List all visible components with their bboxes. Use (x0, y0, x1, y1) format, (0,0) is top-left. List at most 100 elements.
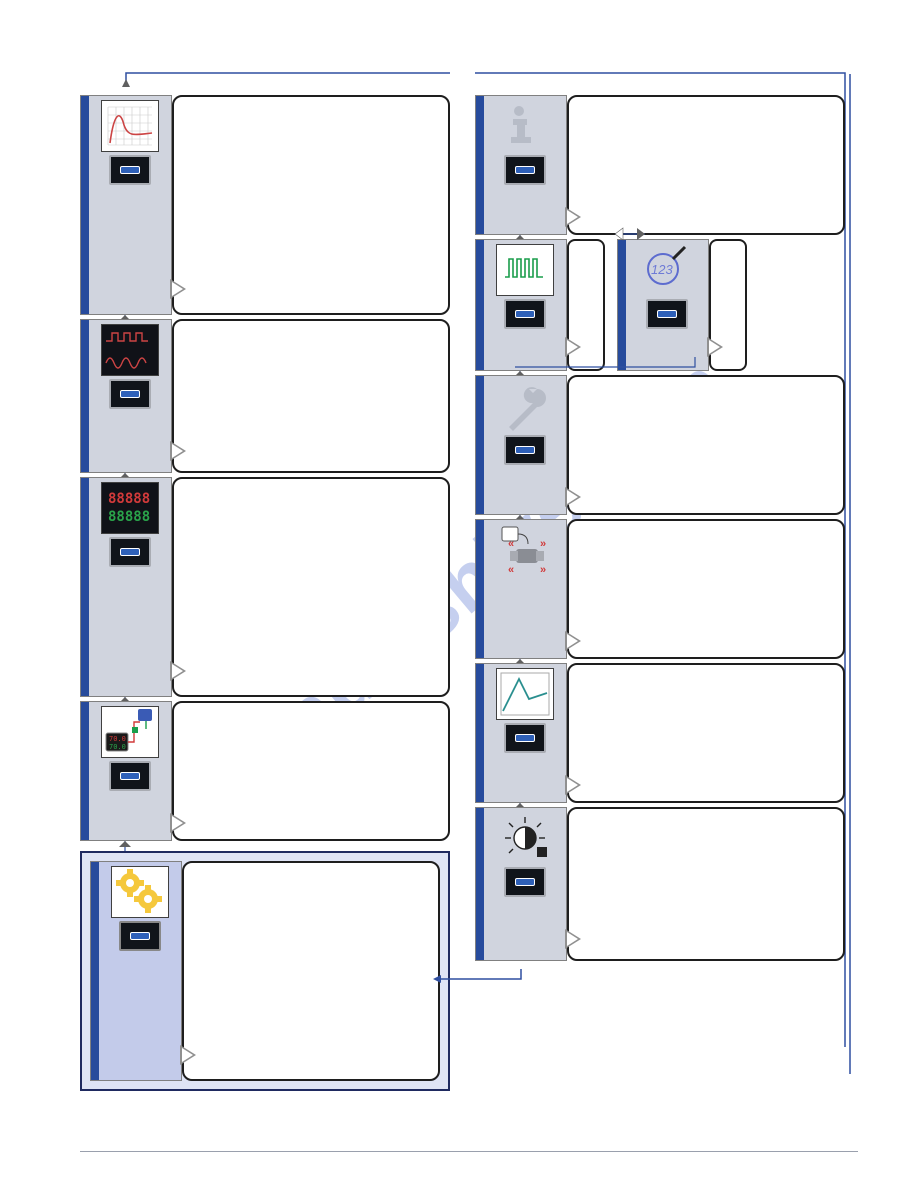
card-bluebar (476, 520, 484, 658)
enter-icon (180, 1045, 196, 1065)
card-bluebar (81, 702, 89, 840)
details-box (172, 95, 450, 315)
details-box (567, 807, 845, 961)
enter-icon (565, 487, 581, 507)
menu-card[interactable] (90, 861, 182, 1081)
device-thumbnail (504, 155, 546, 185)
menu-row-contrast (475, 807, 845, 961)
enter-icon (170, 279, 186, 299)
menu-card[interactable] (475, 239, 567, 371)
svg-text:»: » (540, 538, 546, 550)
menu-row-trend (475, 663, 845, 803)
svg-text:123: 123 (651, 262, 673, 277)
details-box (182, 861, 440, 1081)
device-thumbnail (646, 299, 688, 329)
menu-row-autotune (80, 95, 450, 315)
menu-row-control: 70.0 70.0 (80, 701, 450, 841)
display-icon: 88888 88888 (101, 482, 159, 534)
menu-row-config (90, 861, 440, 1081)
device-thumbnail (119, 921, 161, 951)
svg-text:»: » (540, 564, 546, 576)
enter-icon (565, 929, 581, 949)
menu-card[interactable] (475, 375, 567, 515)
card-bluebar (618, 240, 626, 370)
card-bluebar (476, 240, 484, 370)
device-thumbnail (109, 761, 151, 791)
footer-rule (80, 1151, 858, 1152)
menu-card-secondary[interactable]: 123 (617, 239, 709, 371)
menu-card[interactable] (475, 95, 567, 235)
device-thumbnail (109, 379, 151, 409)
route-line (475, 67, 845, 87)
details-box (172, 319, 450, 473)
device-thumbnail (504, 723, 546, 753)
control-icon: 70.0 70.0 (101, 706, 159, 758)
menu-card[interactable] (80, 95, 172, 315)
svg-text:70.0: 70.0 (109, 743, 126, 751)
menu-card[interactable] (475, 663, 567, 803)
card-bluebar (476, 376, 484, 514)
menu-card[interactable] (475, 807, 567, 961)
svg-text:«: « (508, 564, 514, 576)
card-bluebar (476, 96, 484, 234)
enter-icon (170, 813, 186, 833)
svg-text:88888: 88888 (108, 509, 150, 525)
small-details-box (709, 239, 747, 371)
autotune-icon (101, 100, 159, 152)
pulse-icon (496, 244, 554, 296)
enter-icon (707, 337, 723, 357)
svg-text:88888: 88888 (108, 491, 150, 507)
enter-icon (565, 207, 581, 227)
card-bluebar (91, 862, 99, 1080)
details-box (172, 701, 450, 841)
enter-icon (565, 631, 581, 651)
card-bluebar (81, 478, 89, 696)
small-details-box (567, 239, 605, 371)
menu-card[interactable]: 88888 88888 (80, 477, 172, 697)
manual-page: manualshive.com (0, 0, 918, 1188)
highlighted-menu (80, 851, 450, 1091)
device-thumbnail (504, 299, 546, 329)
route-line (80, 67, 450, 87)
device-thumbnail (109, 537, 151, 567)
details-box (567, 519, 845, 659)
menu-row-tools (475, 375, 845, 515)
spacer (605, 239, 617, 371)
menu-row-password: 123 (475, 239, 845, 371)
device-thumbnail (504, 867, 546, 897)
enter-icon (170, 441, 186, 461)
config-icon (111, 866, 169, 918)
route-line (80, 1089, 480, 1119)
route-line (846, 74, 856, 1074)
card-bluebar (476, 808, 484, 960)
menu-row-information (475, 95, 845, 235)
trend-icon (496, 668, 554, 720)
card-bluebar (81, 320, 89, 472)
device-thumbnail (504, 435, 546, 465)
details-box (567, 663, 845, 803)
svg-text:«: « (508, 538, 514, 550)
details-box (172, 477, 450, 697)
menu-row-station: « » « » (475, 519, 845, 659)
wrench-icon (496, 380, 554, 432)
route-line (455, 969, 855, 989)
menu-card[interactable]: « » « » (475, 519, 567, 659)
details-box (567, 375, 845, 515)
enter-icon (565, 337, 581, 357)
menu-row-display: 88888 88888 (80, 477, 450, 697)
info-icon (496, 100, 554, 152)
valve-icon: « » « » (496, 524, 554, 576)
menu-column-left: 88888 88888 (80, 95, 450, 1091)
menu-column-right: 123 (475, 95, 845, 965)
magnify-icon: 123 (638, 244, 696, 296)
menu-card[interactable]: 70.0 70.0 (80, 701, 172, 841)
menu-card[interactable] (80, 319, 172, 473)
card-bluebar (81, 96, 89, 314)
card-bluebar (476, 664, 484, 802)
device-thumbnail (109, 155, 151, 185)
knob-icon (496, 812, 554, 864)
enter-icon (170, 661, 186, 681)
menu-row-tuning (80, 319, 450, 473)
details-box (567, 95, 845, 235)
enter-icon (565, 775, 581, 795)
